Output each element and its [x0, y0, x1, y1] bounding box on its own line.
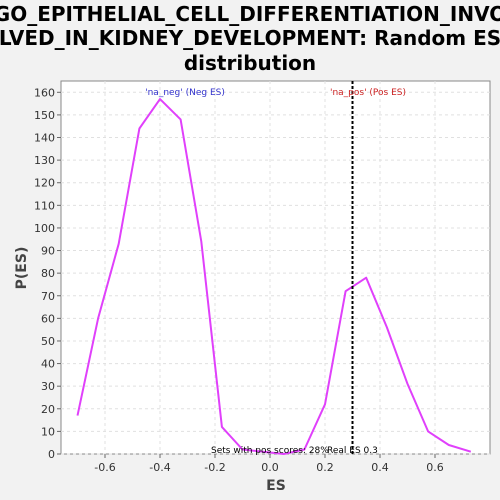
plot-area: [60, 80, 491, 455]
y-axis-ticks: 0 10 20 30 40 50 60 70 80 90 100 110 120 130 140 150 160: [34, 86, 61, 461]
grid-lines: [61, 81, 490, 455]
series-group: [76, 98, 472, 455]
neg-es-label: 'na_neg' (Neg ES): [145, 88, 225, 98]
x-tick-label: -0.4: [149, 461, 170, 474]
y-tick-label: 130: [34, 154, 55, 167]
y-tick-label: 120: [34, 177, 55, 190]
y-tick-label: 90: [41, 245, 55, 258]
y-tick-label: 150: [34, 109, 55, 122]
x-axis-label: ES: [266, 478, 286, 494]
y-axis-label: P(ES): [14, 247, 30, 290]
y-tick-label: 80: [41, 267, 55, 280]
chart-title-line-2: LVED_IN_KIDNEY_DEVELOPMENT: Random ES: [0, 26, 500, 50]
y-tick-label: 10: [41, 425, 55, 438]
x-axis-ticks: -0.6 -0.4 -0.2 0.0 0.2 0.4 0.6: [94, 454, 444, 474]
chart-title: GO_EPITHELIAL_CELL_DIFFERENTIATION_INVO …: [0, 2, 500, 75]
chart-title-line-1: GO_EPITHELIAL_CELL_DIFFERENTIATION_INVO: [0, 2, 500, 26]
pos-scores-text: Sets with pos scores: 28%: [211, 446, 329, 456]
y-tick-label: 100: [34, 222, 55, 235]
chart-title-line-3: distribution: [184, 51, 316, 75]
real-es-label: Real ES 0.3: [327, 446, 378, 456]
x-tick-label: -0.6: [94, 461, 115, 474]
x-tick-label: 0.4: [371, 461, 389, 474]
pos-es-label: 'na_pos' (Pos ES): [330, 88, 406, 98]
y-tick-label: 40: [41, 358, 55, 371]
y-tick-label: 50: [41, 335, 55, 348]
x-tick-label: 0.2: [316, 461, 334, 474]
y-tick-label: 140: [34, 132, 55, 145]
y-tick-label: 160: [34, 86, 55, 99]
y-tick-label: 110: [34, 199, 55, 212]
y-tick-label: 30: [41, 380, 55, 393]
x-tick-label: 0.0: [261, 461, 279, 474]
x-tick-label: -0.2: [204, 461, 225, 474]
y-tick-label: 0: [48, 448, 55, 461]
y-tick-label: 60: [41, 312, 55, 325]
series-line-0: [76, 98, 472, 455]
y-tick-label: 20: [41, 403, 55, 416]
y-tick-label: 70: [41, 290, 55, 303]
x-tick-label: 0.6: [426, 461, 444, 474]
